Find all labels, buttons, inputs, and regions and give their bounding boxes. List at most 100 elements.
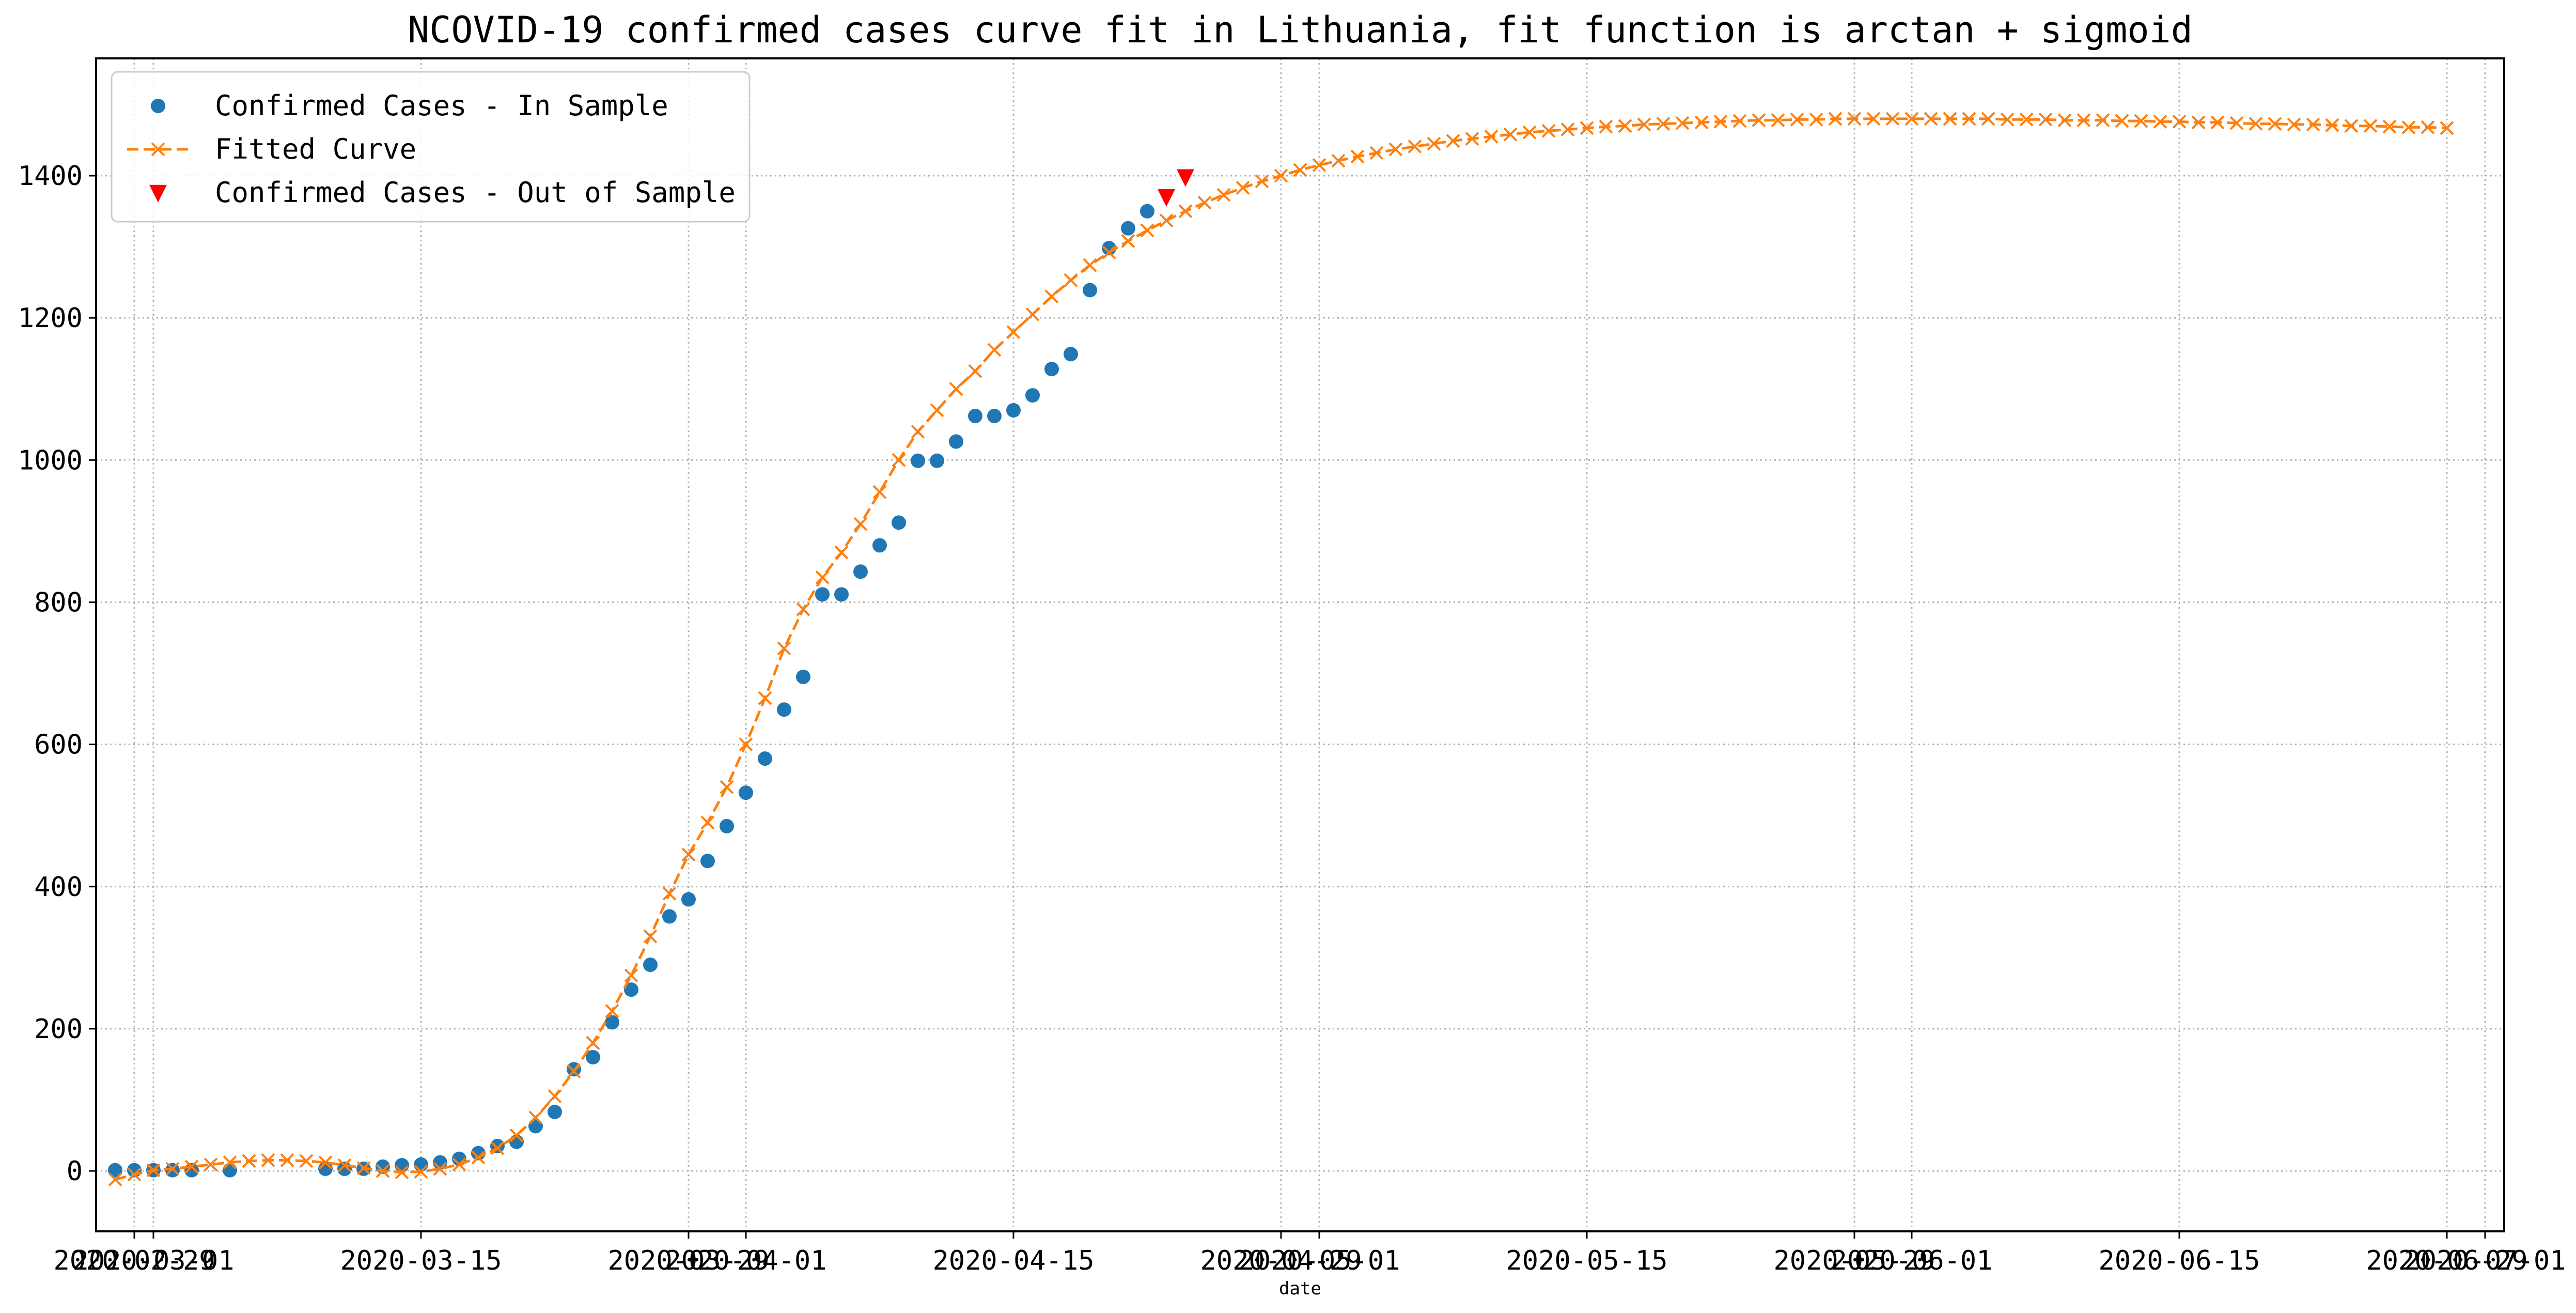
y-tick-label: 0 bbox=[67, 1156, 83, 1187]
x-marker-stroke bbox=[911, 424, 925, 439]
y-tick-label: 1400 bbox=[18, 161, 83, 192]
fitted-curve-point bbox=[1885, 112, 1900, 126]
fitted-curve-point bbox=[395, 1165, 409, 1180]
x-marker-stroke bbox=[777, 641, 791, 656]
x-marker-stroke bbox=[624, 968, 638, 983]
x-marker-stroke bbox=[2057, 113, 2072, 128]
fitted-curve-point bbox=[2210, 115, 2225, 130]
x-marker-stroke bbox=[1025, 307, 1040, 321]
x-marker-stroke bbox=[586, 1036, 600, 1050]
fitted-curve-point bbox=[414, 1165, 428, 1179]
fitted-curve-point bbox=[1924, 112, 1938, 126]
fitted-curve-point bbox=[1446, 134, 1460, 148]
x-marker-stroke bbox=[2382, 119, 2397, 134]
x-marker-stroke bbox=[1102, 245, 1116, 259]
x-tick-label: 2020-04-01 bbox=[665, 1245, 826, 1276]
in-sample-point bbox=[700, 854, 715, 869]
x-marker-stroke bbox=[1293, 163, 1307, 177]
out-of-sample-point bbox=[1158, 189, 1175, 207]
fitted-curve-point bbox=[1618, 119, 1632, 133]
x-marker-stroke bbox=[1216, 188, 1231, 202]
fitted-curve-point bbox=[2153, 115, 2167, 129]
x-marker-stroke bbox=[318, 1155, 333, 1169]
fitted-curve-point bbox=[2249, 117, 2263, 131]
fitted-curve-point bbox=[720, 780, 734, 794]
x-marker-stroke bbox=[356, 1161, 371, 1175]
out-of-sample-point bbox=[1177, 169, 1194, 187]
legend-label: Confirmed Cases - Out of Sample bbox=[215, 176, 736, 209]
x-marker-stroke bbox=[987, 343, 1002, 357]
fitted-curve-point bbox=[1981, 112, 1995, 126]
grid bbox=[96, 58, 2504, 1231]
x-marker-stroke bbox=[2115, 114, 2129, 128]
fitted-curve-point bbox=[452, 1157, 466, 1172]
x-marker-stroke bbox=[2249, 117, 2263, 131]
y-tick-label: 1200 bbox=[18, 303, 83, 334]
x-marker-stroke bbox=[1350, 149, 1365, 164]
x-marker-stroke bbox=[1809, 112, 1823, 127]
fitted-curve-point bbox=[204, 1157, 218, 1172]
plot-data bbox=[108, 112, 2454, 1186]
fitted-curve-point bbox=[758, 691, 772, 705]
fitted-curve-point bbox=[700, 815, 715, 830]
x-marker-stroke bbox=[242, 1154, 256, 1168]
fitted-curve-point bbox=[853, 517, 868, 531]
in-sample-point bbox=[892, 515, 906, 530]
x-marker-stroke bbox=[2153, 115, 2167, 129]
fitted-curve-point bbox=[1216, 188, 1231, 202]
fitted-curve-point bbox=[490, 1141, 505, 1155]
y-tick-label: 600 bbox=[34, 730, 83, 761]
fitted-curve-point bbox=[1560, 122, 1575, 136]
fitted-curve-point bbox=[892, 453, 906, 467]
x-marker-stroke bbox=[127, 1167, 142, 1182]
x-axis-label: date bbox=[1279, 1278, 1321, 1299]
legend-triangle-marker bbox=[149, 184, 167, 203]
x-marker-stroke bbox=[2000, 112, 2015, 127]
x-marker-stroke bbox=[1083, 258, 1097, 272]
x-marker-stroke bbox=[1541, 123, 1556, 138]
fitted-curve-point bbox=[223, 1155, 237, 1169]
fitted-curve-point bbox=[834, 545, 849, 560]
fitted-curve-point bbox=[1943, 112, 1957, 126]
fitted-curve-point bbox=[1790, 112, 1804, 127]
fitted-curve-point bbox=[949, 382, 963, 396]
x-tick-label: 2020-06-01 bbox=[1831, 1245, 1992, 1276]
x-marker-stroke bbox=[1522, 125, 1537, 140]
x-marker-stroke bbox=[280, 1153, 294, 1167]
fitted-curve-point bbox=[2191, 115, 2206, 130]
fitted-curve-point bbox=[2401, 120, 2416, 134]
x-marker-stroke bbox=[720, 780, 734, 794]
fitted-curve-point bbox=[1121, 234, 1135, 248]
x-marker-stroke bbox=[2172, 115, 2187, 129]
fitted-curve-point bbox=[1083, 258, 1097, 272]
x-marker-stroke bbox=[567, 1064, 581, 1078]
fitted-curve-point bbox=[1637, 117, 1651, 132]
in-sample-point bbox=[395, 1158, 409, 1173]
fitted-curve-point bbox=[662, 887, 677, 901]
fitted-curve-point bbox=[643, 929, 658, 944]
x-marker-stroke bbox=[1656, 117, 1671, 131]
fitted-curve-point bbox=[930, 403, 944, 418]
x-marker-stroke bbox=[1885, 112, 1900, 126]
x-tick-label: 2020-04-15 bbox=[932, 1245, 1094, 1276]
fitted-curve-point bbox=[1465, 132, 1479, 146]
fitted-curve-point bbox=[1331, 153, 1346, 168]
in-sample-point bbox=[911, 453, 925, 468]
in-sample-point bbox=[872, 538, 887, 553]
x-marker-stroke bbox=[1847, 112, 1862, 126]
fitted-curve-point bbox=[1369, 146, 1384, 160]
fitted-curve-point bbox=[165, 1162, 180, 1176]
fitted-curve-point bbox=[2306, 117, 2320, 132]
fitted-curve-point bbox=[1694, 115, 1709, 130]
in-sample-point bbox=[796, 669, 810, 684]
fitted-curve-point bbox=[2382, 119, 2397, 134]
fitted-curve-point bbox=[2019, 112, 2034, 127]
in-sample-point bbox=[1025, 388, 1040, 403]
x-marker-stroke bbox=[949, 382, 963, 396]
fitted-curve-point bbox=[1732, 114, 1747, 128]
x-tick-label: 2020-04-29 bbox=[1200, 1245, 1362, 1276]
fitted-curve-point bbox=[1503, 127, 1518, 142]
x-marker-stroke bbox=[1255, 174, 1269, 189]
x-marker-stroke bbox=[1140, 223, 1154, 238]
legend-label: Fitted Curve bbox=[215, 133, 416, 165]
